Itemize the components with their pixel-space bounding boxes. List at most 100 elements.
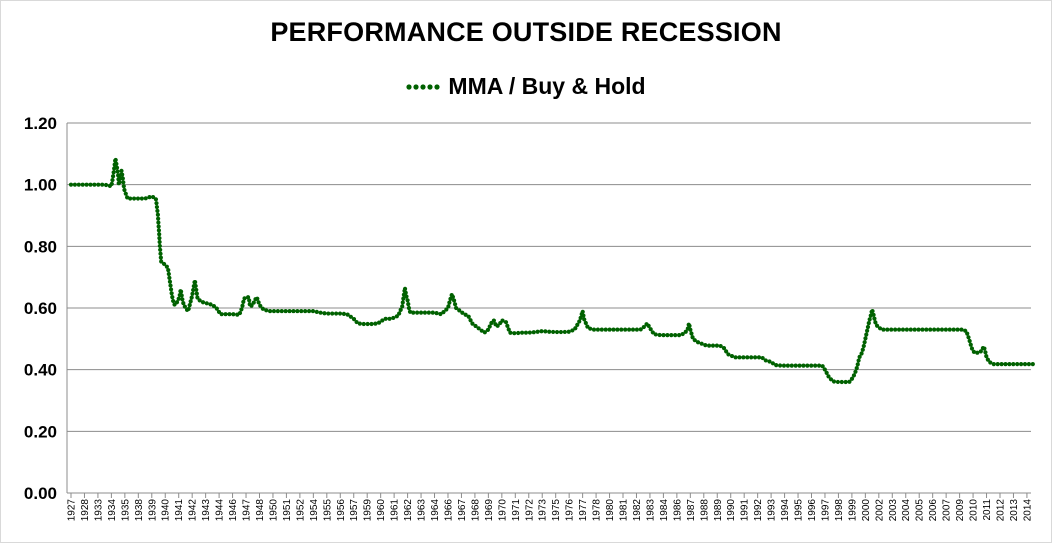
- x-tick-label: 2007: [942, 499, 953, 522]
- x-tick-label: 1969: [484, 499, 495, 522]
- data-point: [653, 332, 658, 337]
- data-point: [646, 323, 651, 328]
- data-point: [793, 363, 798, 368]
- data-point: [741, 355, 746, 360]
- y-tick-label: 0.00: [24, 484, 57, 503]
- data-point: [120, 176, 125, 181]
- data-point: [967, 338, 972, 344]
- data-point: [554, 329, 560, 335]
- data-point: [193, 283, 198, 289]
- x-tick-label: 1957: [349, 499, 360, 522]
- data-point: [916, 327, 921, 332]
- data-point: [710, 343, 716, 348]
- data-point: [195, 295, 200, 300]
- x-tick-label: 1955: [322, 499, 333, 522]
- x-tick-label: 1964: [430, 499, 441, 522]
- data-point: [558, 329, 564, 335]
- data-point: [135, 196, 141, 201]
- data-point: [862, 340, 867, 345]
- data-point: [110, 174, 116, 179]
- data-point: [581, 313, 586, 318]
- data-point: [208, 302, 213, 307]
- x-tick-label: 1981: [619, 499, 630, 522]
- data-point: [178, 289, 184, 294]
- x-tick-label: 1962: [403, 499, 414, 522]
- data-point: [357, 321, 362, 326]
- data-point: [404, 294, 409, 299]
- data-point: [245, 295, 251, 300]
- data-point: [965, 331, 970, 336]
- data-point: [687, 323, 692, 329]
- x-tick-label: 2012: [995, 499, 1006, 522]
- x-tick-label: 1961: [390, 499, 401, 522]
- data-point: [460, 310, 465, 315]
- x-tick-label: 2005: [915, 499, 926, 522]
- data-point: [991, 362, 996, 367]
- data-point: [487, 324, 492, 329]
- data-point: [482, 330, 487, 335]
- data-point: [789, 363, 794, 368]
- x-tick-label: 1991: [740, 499, 751, 522]
- data-point: [157, 232, 162, 237]
- data-point: [406, 305, 412, 311]
- data-point: [756, 355, 762, 360]
- data-point: [391, 315, 396, 321]
- x-tick-label: 1999: [847, 499, 858, 522]
- data-point: [251, 300, 256, 305]
- data-point: [1030, 362, 1035, 367]
- data-point: [111, 170, 116, 175]
- data-point: [326, 311, 331, 316]
- data-point: [189, 295, 194, 300]
- legend-entry: MMA / Buy & Hold: [406, 73, 646, 100]
- data-point: [706, 343, 712, 348]
- x-tick-label: 2009: [955, 499, 966, 522]
- data-point: [975, 350, 980, 355]
- data-point: [669, 333, 674, 338]
- data-point: [155, 208, 160, 214]
- data-point: [582, 317, 587, 322]
- data-point: [237, 310, 243, 316]
- data-point: [591, 327, 597, 332]
- data-point: [947, 327, 952, 332]
- data-point: [849, 376, 855, 381]
- data-point: [863, 336, 868, 341]
- data-point: [873, 320, 878, 325]
- x-tick-label: 2014: [1022, 499, 1033, 522]
- data-point: [857, 354, 862, 359]
- data-point: [737, 355, 742, 360]
- x-tick-label: 1947: [242, 499, 253, 522]
- data-point: [258, 303, 263, 308]
- data-point: [820, 364, 825, 369]
- x-tick-label: 1993: [767, 499, 778, 522]
- data-point: [219, 312, 224, 317]
- data-point: [718, 343, 723, 349]
- data-point: [174, 300, 180, 305]
- data-point: [874, 323, 880, 328]
- data-point: [156, 216, 161, 221]
- data-point: [110, 177, 115, 183]
- data-point: [908, 327, 913, 332]
- data-point: [573, 326, 578, 331]
- data-point: [871, 312, 876, 317]
- data-point: [167, 275, 172, 280]
- data-point: [171, 298, 176, 304]
- data-point: [781, 363, 787, 368]
- data-point: [158, 255, 163, 260]
- data-point: [156, 228, 162, 233]
- data-point: [867, 317, 872, 322]
- data-point: [959, 327, 964, 332]
- legend-marker-icon: [406, 83, 441, 90]
- data-point: [365, 321, 370, 327]
- data-point: [271, 308, 277, 314]
- data-point: [139, 196, 144, 201]
- data-point: [275, 308, 280, 314]
- data-point: [128, 196, 133, 201]
- data-point: [939, 327, 945, 332]
- data-point: [607, 327, 612, 332]
- data-point: [200, 300, 206, 305]
- data-point: [995, 362, 1000, 367]
- data-point: [400, 300, 405, 305]
- data-point: [580, 309, 585, 314]
- data-point: [422, 310, 428, 315]
